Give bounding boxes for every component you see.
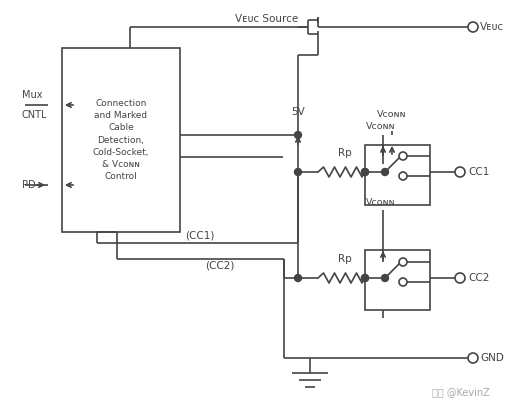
Circle shape [399,258,407,266]
Circle shape [362,168,369,175]
Circle shape [455,273,465,283]
Circle shape [381,168,388,175]
Text: Mux: Mux [22,90,42,100]
Circle shape [362,168,369,175]
Text: (CC2): (CC2) [205,260,234,270]
Circle shape [399,278,407,286]
Text: 知乎 @KevinZ: 知乎 @KevinZ [432,387,490,397]
Circle shape [294,168,301,175]
Text: Vᴄᴏɴɴ: Vᴄᴏɴɴ [377,110,407,119]
Circle shape [294,275,301,281]
Circle shape [468,22,478,32]
FancyBboxPatch shape [365,145,430,205]
Text: GND: GND [480,353,504,363]
Circle shape [455,167,465,177]
Text: Vᴄᴏɴɴ: Vᴄᴏɴɴ [366,122,396,131]
Circle shape [362,275,369,281]
Circle shape [294,132,301,139]
Text: Vᴇᴜᴄ: Vᴇᴜᴄ [480,22,504,32]
Text: CNTL: CNTL [22,110,47,120]
Circle shape [362,275,369,281]
Circle shape [399,152,407,160]
FancyBboxPatch shape [365,250,430,310]
Circle shape [468,353,478,363]
Circle shape [381,275,388,281]
Text: 5V: 5V [291,107,305,117]
Text: Connection
and Marked
Cable
Detection,
Cold-Socket,
& Vᴄᴏɴɴ
Control: Connection and Marked Cable Detection, C… [93,99,149,181]
Text: (CC1): (CC1) [185,230,215,240]
Text: CC1: CC1 [468,167,489,177]
Text: Rp: Rp [338,148,352,158]
Text: PD: PD [22,180,36,190]
Text: Rp: Rp [338,254,352,264]
Text: Vᴄᴏɴɴ: Vᴄᴏɴɴ [366,198,396,207]
Circle shape [399,172,407,180]
Text: CC2: CC2 [468,273,489,283]
FancyBboxPatch shape [62,48,180,232]
Text: Vᴇᴜᴄ Source: Vᴇᴜᴄ Source [235,14,298,24]
